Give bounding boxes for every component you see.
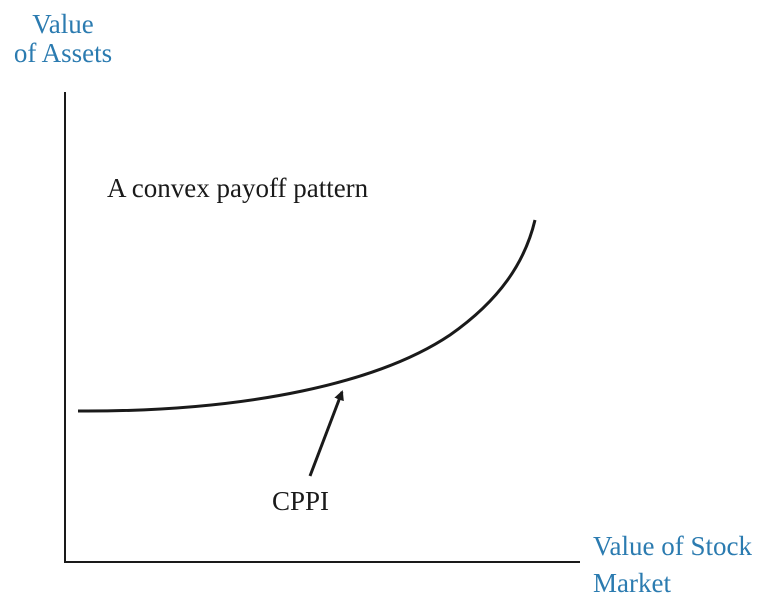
y-axis-label: Value: [32, 9, 93, 39]
x-axis-label: Value of Stock: [593, 531, 752, 561]
arrow: [308, 390, 344, 477]
x-axis-label: Market: [593, 568, 671, 597]
y-axis-label: of Assets: [14, 38, 112, 68]
payoff-curve: [77, 219, 537, 413]
curve-label: CPPI: [272, 486, 329, 516]
annotation: A convex payoff pattern: [107, 173, 369, 203]
